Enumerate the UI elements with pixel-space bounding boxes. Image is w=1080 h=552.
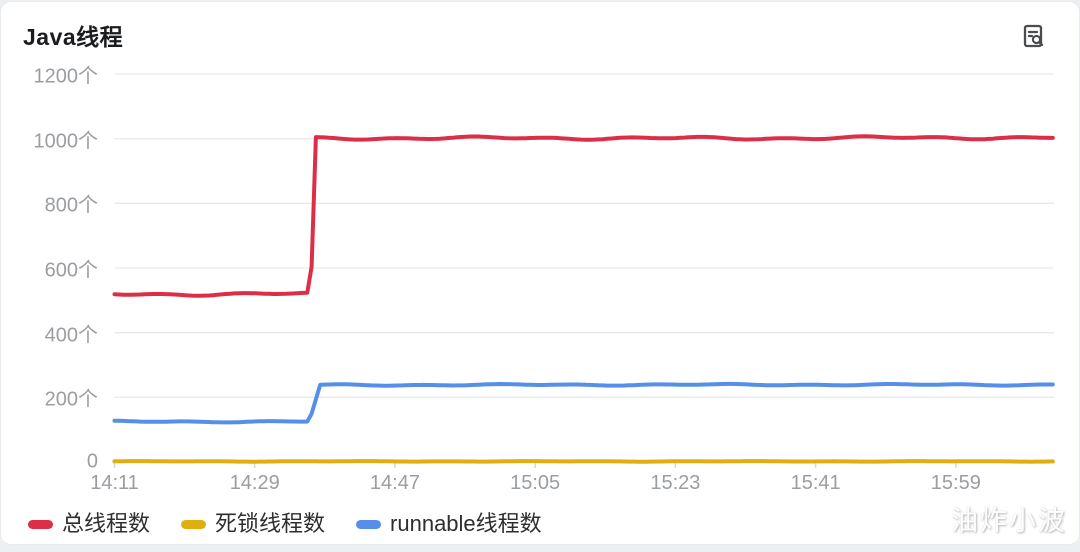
y-axis-label-600: 600个: [44, 259, 98, 282]
chart-legend: 总线程数 死锁线程数 runnable线程数: [28, 510, 542, 538]
x-axis-label-15:41: 15:41: [790, 472, 841, 494]
legend-swatch-icon: [28, 519, 53, 529]
x-axis-label-15:23: 15:23: [650, 472, 701, 494]
x-axis-label-15:59: 15:59: [930, 472, 981, 494]
x-axis-label-14:29: 14:29: [229, 472, 280, 494]
legend-item-runnable线程数[interactable]: runnable线程数: [356, 510, 542, 538]
document-search-icon[interactable]: [1019, 22, 1049, 52]
chart-title: Java线程: [23, 24, 124, 50]
x-axis-label-15:05: 15:05: [510, 472, 561, 494]
series-line-runnable线程数[interactable]: [112, 381, 1055, 425]
legend-label: runnable线程数: [390, 511, 542, 536]
series-line-总线程数[interactable]: [112, 134, 1055, 298]
y-axis-label-1200: 1200个: [33, 65, 99, 88]
legend-item-死锁线程数[interactable]: 死锁线程数: [181, 510, 325, 538]
legend-item-总线程数[interactable]: 总线程数: [28, 510, 150, 538]
x-axis-label-14:47: 14:47: [369, 472, 420, 494]
legend-swatch-icon: [181, 519, 207, 529]
legend-label: 死锁线程数: [215, 511, 326, 536]
legend-label: 总线程数: [62, 511, 151, 536]
y-axis-label-800: 800个: [44, 194, 98, 217]
series-line-死锁线程数[interactable]: [112, 459, 1055, 464]
y-axis-label-400: 400个: [44, 324, 98, 347]
y-axis-label-0: 0: [86, 450, 98, 473]
x-axis-label-14:11: 14:11: [90, 472, 139, 494]
y-axis-label-200: 200个: [44, 388, 98, 411]
legend-swatch-icon: [356, 519, 382, 529]
y-axis-label-1000: 1000个: [33, 130, 99, 153]
